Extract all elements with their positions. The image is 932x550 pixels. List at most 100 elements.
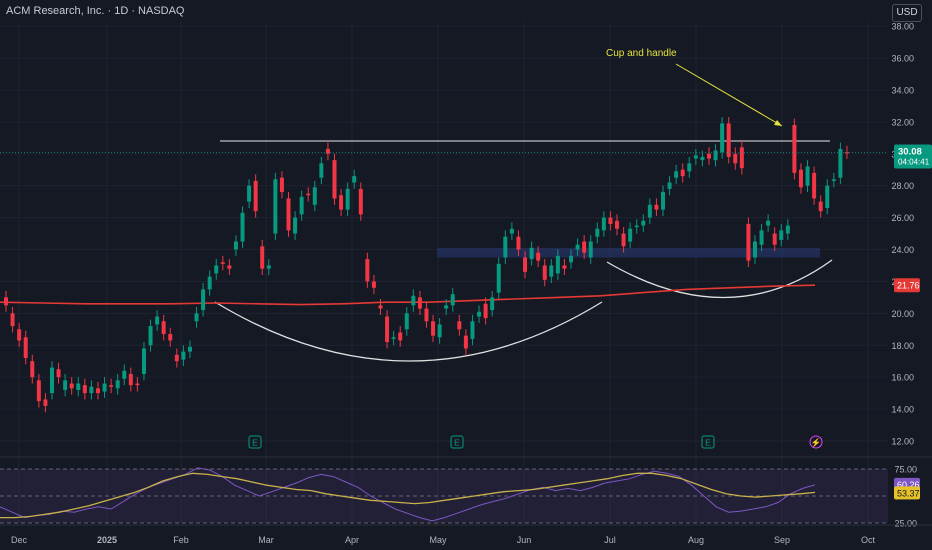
candle-body	[529, 247, 534, 260]
candle-body	[220, 262, 225, 264]
rsi-line	[0, 467, 816, 522]
candle-body	[273, 179, 278, 234]
candle-body	[56, 369, 61, 378]
rsi-tag-value: 60.26	[897, 480, 920, 490]
candle-body	[109, 385, 114, 387]
candle-body	[582, 241, 587, 253]
event-marker-label: E	[454, 438, 460, 448]
candle-body	[233, 241, 238, 250]
candle-body	[549, 265, 554, 277]
candle-body	[306, 193, 311, 196]
candle-body	[437, 324, 442, 338]
candle-body	[733, 153, 738, 164]
candle-body	[752, 241, 757, 258]
candle-body	[516, 236, 521, 250]
candle-body	[371, 281, 376, 288]
candle-body	[477, 311, 482, 317]
event-marker	[701, 435, 715, 449]
candle-body	[450, 294, 455, 306]
price-tick-label: 18.00	[891, 341, 914, 351]
rsi-tick-label: 75.00	[894, 465, 917, 475]
candle-body	[647, 204, 652, 218]
time-tick-label: May	[429, 535, 447, 545]
time-tick-label: Sep	[774, 535, 790, 545]
candle-body	[720, 123, 725, 153]
candle-body	[661, 192, 665, 210]
candle-body	[174, 354, 179, 362]
price-tick-label: 32.00	[891, 117, 914, 127]
candle-body	[654, 204, 659, 210]
candle-body	[621, 233, 626, 247]
candle-body	[135, 383, 140, 386]
candle-body	[812, 172, 817, 199]
candle-body	[95, 388, 100, 394]
candle-body	[444, 305, 449, 309]
ma-tag-value: 21.76	[897, 281, 920, 291]
candle-body	[693, 155, 698, 159]
candle-body	[319, 163, 324, 178]
candle-body	[739, 147, 744, 169]
candle-body	[201, 289, 206, 311]
candle-body	[470, 321, 475, 339]
candle-body	[608, 217, 613, 224]
candle-body	[825, 185, 830, 209]
candle-body	[214, 265, 219, 274]
candle-body	[391, 337, 396, 339]
price-tag	[894, 144, 932, 169]
candle-body	[615, 220, 620, 229]
candle-body	[299, 196, 304, 215]
currency-button[interactable]: USD	[892, 4, 922, 22]
candle-body	[667, 182, 672, 189]
candle-body	[798, 169, 803, 188]
candle-body	[431, 321, 436, 336]
candle-body	[706, 153, 711, 159]
time-tick-label: Apr	[345, 535, 359, 545]
time-tick-label: Feb	[173, 535, 189, 545]
candle-body	[187, 346, 192, 352]
candle-body	[286, 198, 291, 231]
cup-arc	[214, 301, 603, 362]
candle-body	[536, 252, 541, 261]
candle-body	[404, 313, 409, 330]
candle-body	[247, 185, 252, 202]
candle-body	[141, 348, 146, 374]
candle-body	[680, 169, 685, 177]
candle-body	[4, 297, 8, 306]
event-marker-label: E	[252, 438, 258, 448]
price-tick-label: 28.00	[891, 181, 914, 191]
candle-body	[266, 265, 271, 269]
candle-body	[766, 220, 771, 226]
candle-body	[17, 329, 22, 341]
candle-body	[148, 326, 153, 346]
candle-body	[785, 225, 790, 234]
candle-body	[155, 316, 160, 325]
candle-body	[227, 265, 232, 269]
candle-body	[792, 125, 797, 173]
candle-body	[82, 385, 87, 394]
candle-body	[628, 228, 633, 242]
time-tick-label: Aug	[688, 535, 704, 545]
price-tag-countdown: 04:04:41	[898, 157, 930, 166]
candle-body	[63, 380, 68, 390]
price-tick-label: 26.00	[891, 213, 914, 223]
candle-body	[89, 386, 94, 394]
candle-body	[601, 217, 606, 231]
candle-body	[674, 171, 679, 178]
annotation-text: Cup and handle	[606, 48, 677, 59]
event-marker	[450, 435, 464, 449]
candle-body	[181, 351, 186, 360]
candle-body	[260, 246, 265, 269]
candle-body	[831, 179, 836, 181]
rsi-ma-tag-value: 53.37	[897, 488, 920, 498]
candle-body	[463, 335, 468, 349]
candle-body	[503, 236, 508, 258]
candle-body	[687, 163, 692, 172]
candle-body	[293, 217, 298, 234]
candle-body	[417, 297, 422, 309]
candle-body	[207, 276, 212, 290]
candle-body	[595, 228, 600, 237]
candle-body	[194, 313, 199, 322]
price-tick-label: 38.00	[891, 22, 914, 32]
